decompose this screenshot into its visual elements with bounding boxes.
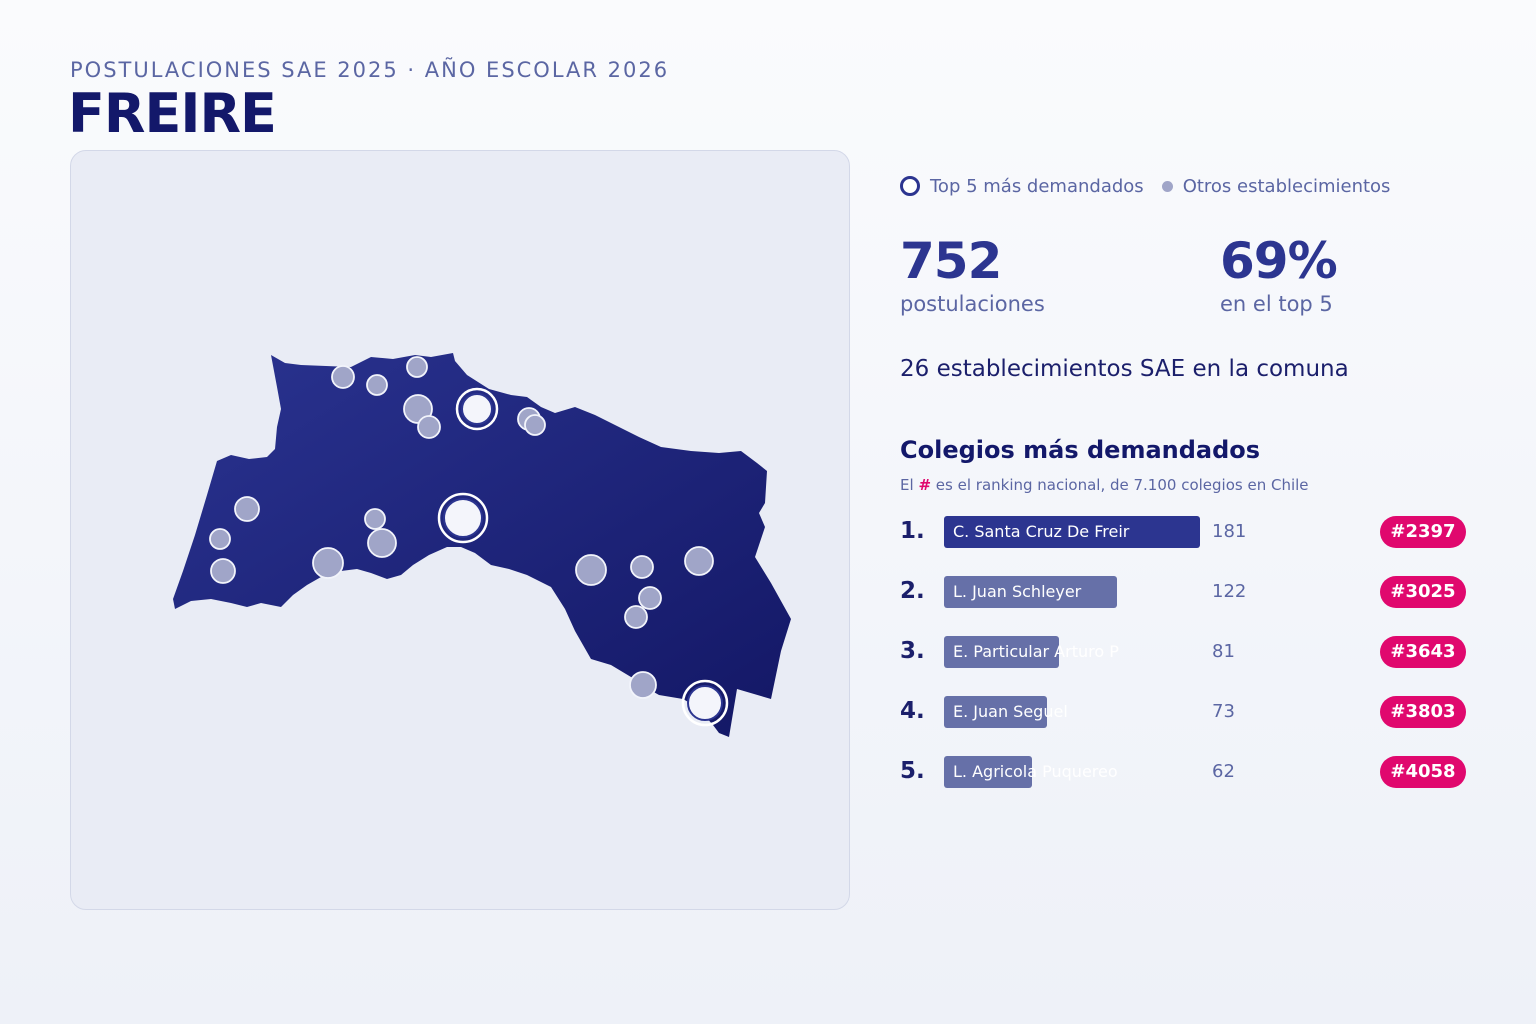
establecimientos-count: 26 establecimientos SAE en la comuna [900,356,1349,382]
application-count: 122 [1212,581,1247,602]
school-marker[interactable] [684,546,714,576]
national-rank-badge: #2397 [1380,516,1466,548]
commune-shape [173,353,791,737]
map-panel[interactable] [70,150,850,910]
rank-position: 3. [900,638,925,664]
school-marker[interactable] [366,374,388,396]
ranking-note: El # es el ranking nacional, de 7.100 co… [900,476,1309,494]
note-prefix: El [900,476,914,494]
school-marker[interactable] [234,496,260,522]
ranking-title: Colegios más demandados [900,436,1261,464]
header-subtitle: POSTULACIONES SAE 2025 · AÑO ESCOLAR 202… [70,58,670,82]
school-marker[interactable] [624,605,648,629]
school-marker[interactable] [312,547,344,579]
other-dot-icon [1161,180,1173,192]
school-name: C. Santa Cruz De Freir [953,522,1130,541]
postulaciones-label: postulaciones [900,292,1045,316]
school-marker[interactable] [417,415,441,439]
rank-position: 1. [900,518,925,544]
rank-position: 5. [900,758,925,784]
note-suffix: es el ranking nacional, de 7.100 colegio… [935,476,1309,494]
school-name: E. Particular Arturo P [953,642,1119,661]
national-rank-badge: #3025 [1380,576,1466,608]
school-marker[interactable] [629,671,657,699]
school-marker[interactable] [367,528,397,558]
top5-school-marker[interactable] [461,393,493,425]
top5-share-value: 69% [1220,232,1338,290]
national-rank-badge: #4058 [1380,756,1466,788]
school-marker[interactable] [638,586,662,610]
commune-map[interactable] [71,151,849,909]
legend-top5-label: Top 5 más demandados [930,175,1144,197]
school-name: L. Juan Schleyer [953,582,1082,601]
application-count: 181 [1212,521,1247,542]
school-name: E. Juan Seguel [953,702,1068,721]
ranking-row[interactable]: 2. L. Juan Schleyer 122 #3025 [900,576,1466,608]
demand-bar [944,636,1059,668]
school-marker[interactable] [630,555,654,579]
page-title: FREIRE [68,82,277,145]
postulaciones-value: 752 [900,232,1002,290]
map-legend: Top 5 más demandados Otros establecimien… [900,174,1390,198]
top5-share-label: en el top 5 [1220,292,1333,316]
top5-school-marker[interactable] [687,685,723,721]
note-hash: # [918,476,932,494]
school-marker[interactable] [331,365,355,389]
legend-others-label: Otros establecimientos [1182,175,1391,197]
rank-position: 2. [900,578,925,604]
national-rank-badge: #3803 [1380,696,1466,728]
demand-bar [944,516,1200,548]
application-count: 81 [1212,641,1235,662]
ranking-row[interactable]: 1. C. Santa Cruz De Freir 181 #2397 [900,516,1466,548]
school-marker[interactable] [210,558,236,584]
national-rank-badge: #3643 [1380,636,1466,668]
school-marker[interactable] [209,528,231,550]
school-marker[interactable] [406,356,428,378]
ranking-row[interactable]: 4. E. Juan Seguel 73 #3803 [900,696,1466,728]
school-name: L. Agricola Puquereo [953,762,1118,781]
demand-bar [944,696,1048,728]
school-marker[interactable] [575,554,607,586]
school-marker[interactable] [524,414,546,436]
ranking-row[interactable]: 3. E. Particular Arturo P 81 #3643 [900,636,1466,668]
demand-bar [944,576,1117,608]
school-marker[interactable] [364,508,386,530]
demand-bar [944,756,1032,788]
application-count: 62 [1212,761,1235,782]
top5-marker-ring [681,679,729,727]
application-count: 73 [1212,701,1235,722]
top5-marker-ring [437,492,489,544]
top5-school-marker[interactable] [443,498,483,538]
ranking-row[interactable]: 5. L. Agricola Puquereo 62 #4058 [900,756,1466,788]
top5-marker-ring [455,387,499,431]
top5-ring-icon [900,176,920,196]
rank-position: 4. [900,698,925,724]
